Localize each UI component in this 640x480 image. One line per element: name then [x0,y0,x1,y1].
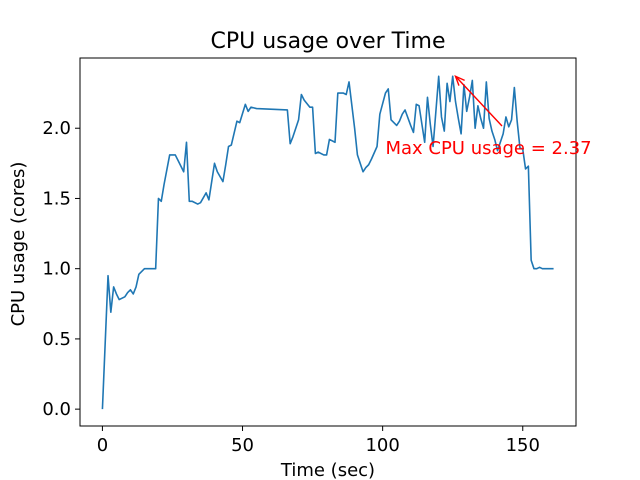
annotation-arrowhead [454,74,465,86]
y-axis-label: CPU usage (cores) [8,162,29,327]
y-tick-label: 0.0 [42,399,71,420]
y-tick-label: 2.0 [42,118,71,139]
series-line-0 [101,75,554,410]
annotation-text: Max CPU usage = 2.37 [385,138,591,159]
x-axis-label: Time (sec) [280,460,375,480]
annotation-arrow [454,75,503,127]
plot-frame [79,57,577,427]
chart-title: CPU usage over Time [211,29,446,54]
y-tick-label: 1.0 [42,259,71,280]
x-tick-label: 50 [231,435,254,456]
y-tick-label: 1.5 [42,188,71,209]
y-tick-label: 0.5 [42,329,71,350]
x-tick-label: 0 [97,435,108,456]
x-tick-label: 100 [365,435,399,456]
x-tick-label: 150 [506,435,540,456]
